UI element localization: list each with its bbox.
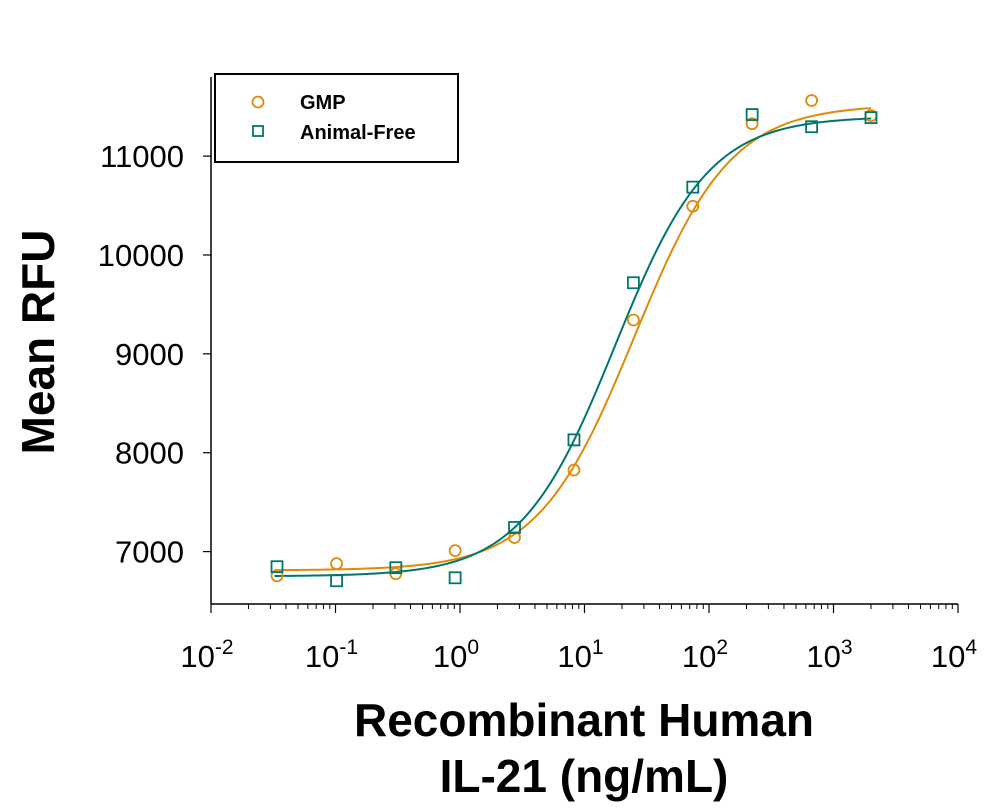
x-tick-base: 10	[806, 639, 840, 674]
x-tick-base: 10	[557, 639, 591, 674]
legend-label-gmp: GMP	[300, 92, 346, 114]
data-point-animal-free	[805, 120, 819, 134]
x-tick-exponent: 3	[841, 636, 853, 659]
data-point-animal-free	[686, 180, 700, 194]
data-point-animal-free	[270, 560, 284, 574]
y-ticks: 7000 8000 9000 10000 11000	[98, 139, 211, 570]
data-point-animal-free	[389, 561, 403, 575]
data-point-gmp	[686, 199, 700, 213]
x-tick-exponent: 1	[592, 636, 604, 659]
data-markers	[270, 94, 878, 588]
x-ticks: 10-2 10-1 100 101 102 103 104	[180, 604, 977, 674]
x-tick-base: 10	[931, 639, 965, 674]
y-tick-label: 8000	[115, 436, 184, 471]
x-tick-exponent: 4	[965, 636, 977, 659]
data-point-gmp	[626, 313, 640, 327]
data-point-animal-free	[330, 574, 343, 588]
x-tick-label: 10-1	[305, 636, 358, 674]
y-tick-label: 9000	[115, 337, 184, 372]
data-point-animal-free	[745, 108, 759, 121]
data-point-gmp	[270, 569, 284, 583]
x-tick-exponent: 2	[716, 636, 728, 659]
x-axis-title-line2: IL-21 (ng/mL)	[440, 750, 729, 802]
fit-curve-gmp	[274, 107, 872, 572]
y-axis-title: Mean RFU	[12, 230, 64, 455]
data-point-animal-free	[567, 433, 581, 447]
data-point-animal-free	[508, 521, 521, 534]
x-tick-base: 10	[682, 639, 716, 674]
y-tick-label: 7000	[115, 535, 184, 570]
legend-marker-animal-free	[252, 125, 264, 137]
fit-curves	[274, 107, 872, 577]
data-point-animal-free	[864, 111, 878, 125]
data-point-animal-free	[448, 571, 462, 585]
data-point-gmp	[448, 544, 462, 558]
x-tick-label: 10-2	[180, 636, 233, 674]
x-tick-label: 101	[557, 636, 603, 674]
y-tick-label: 11000	[100, 139, 184, 174]
data-point-gmp	[330, 557, 343, 571]
x-tick-exponent: 0	[467, 636, 479, 659]
data-point-gmp	[745, 117, 759, 131]
x-tick-base: 10	[433, 639, 467, 674]
x-axis-title-line1: Recombinant Human	[354, 694, 814, 746]
y-tick-label: 10000	[98, 238, 184, 273]
data-point-gmp	[508, 531, 521, 544]
legend: GMP Animal-Free	[214, 73, 459, 163]
x-tick-label: 103	[806, 636, 852, 674]
x-tick-exponent: -2	[215, 636, 234, 659]
legend-marker-gmp	[251, 95, 265, 109]
x-tick-label: 100	[433, 636, 479, 674]
x-tick-base: 10	[305, 639, 339, 674]
x-tick-label: 104	[931, 636, 977, 674]
legend-box	[214, 73, 459, 163]
legend-label-animal-free: Animal-Free	[300, 122, 416, 144]
x-tick-exponent: -1	[339, 636, 358, 659]
data-point-animal-free	[626, 276, 640, 290]
fit-curve-animal-free	[274, 117, 872, 577]
x-tick-base: 10	[180, 639, 214, 674]
data-point-gmp	[567, 463, 581, 477]
data-point-gmp	[805, 94, 819, 107]
x-tick-label: 102	[682, 636, 728, 674]
